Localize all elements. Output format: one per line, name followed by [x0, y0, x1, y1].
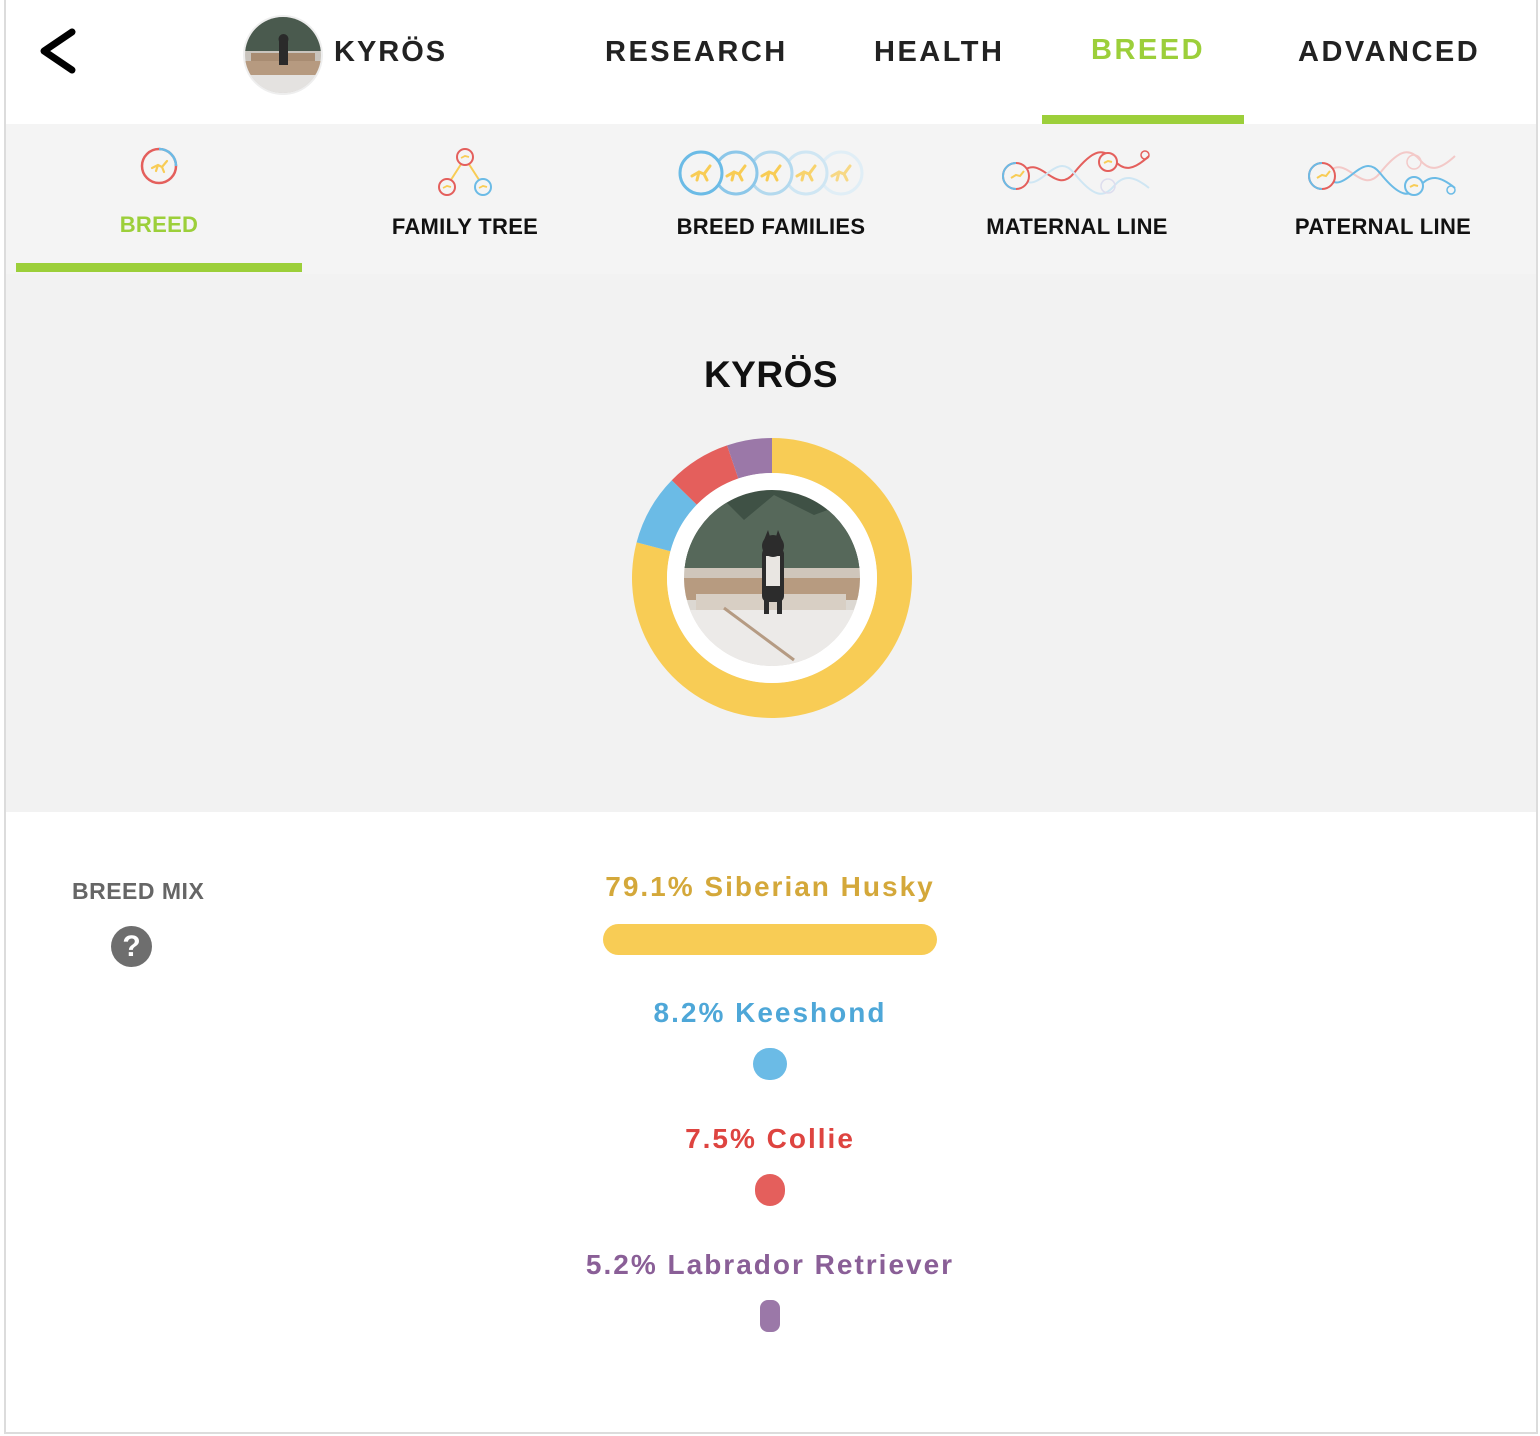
- tab-advanced[interactable]: ADVANCED: [1298, 36, 1481, 68]
- subtab-breed-families[interactable]: BREED FAMILIES: [628, 124, 914, 274]
- paternal-line-icon: [1308, 151, 1456, 196]
- sub-nav: BREED FAMILY TREE BREED: [6, 124, 1536, 274]
- breed-label-collie: 7.5% Collie: [685, 1123, 855, 1154]
- back-arrow-icon[interactable]: [36, 26, 80, 76]
- breed-bar-labrador: [760, 1300, 780, 1332]
- breed-bar-husky: [603, 924, 937, 955]
- donut-slice-labrador: [727, 438, 772, 479]
- subtab-label: BREED FAMILIES: [676, 214, 866, 239]
- breed-label-labrador: 5.2% Labrador Retriever: [585, 1249, 955, 1280]
- donut-slice-collie: [671, 445, 739, 505]
- breed-mix-label: BREED MIX: [72, 878, 205, 904]
- subtab-family-tree[interactable]: FAMILY TREE: [322, 124, 608, 274]
- subtab-breed[interactable]: BREED: [16, 124, 302, 274]
- subtab-label: FAMILY TREE: [391, 214, 539, 239]
- chart-title: KYRÖS: [703, 354, 839, 395]
- active-subtab-indicator: [16, 263, 302, 272]
- breed-icon: [140, 147, 178, 185]
- breed-bar-keeshond: [753, 1048, 787, 1080]
- tab-research[interactable]: RESEARCH: [605, 36, 788, 68]
- dog-name[interactable]: KYRÖS: [334, 36, 448, 68]
- tab-health[interactable]: HEALTH: [874, 36, 1005, 68]
- active-tab-indicator: [1042, 115, 1244, 124]
- subtab-label: MATERNAL LINE: [986, 214, 1168, 239]
- subtab-label: PATERNAL LINE: [1294, 214, 1472, 239]
- subtab-label: BREED: [119, 212, 199, 237]
- family-tree-icon: [438, 148, 492, 196]
- page-frame: [4, 0, 1538, 1434]
- tab-breed[interactable]: BREED: [1091, 34, 1206, 66]
- breed-families-icon: [678, 150, 864, 196]
- breed-chart-panel: KYRÖS: [6, 274, 1536, 812]
- subtab-maternal-line[interactable]: MATERNAL LINE: [934, 124, 1220, 274]
- donut-slice-keeshond: [636, 480, 697, 552]
- maternal-line-icon: [1002, 150, 1150, 195]
- dog-avatar[interactable]: [245, 17, 321, 93]
- breed-bar-collie: [755, 1174, 785, 1206]
- subtab-paternal-line[interactable]: PATERNAL LINE: [1240, 124, 1526, 274]
- breed-label-keeshond: 8.2% Keeshond: [653, 997, 887, 1028]
- breed-label-husky: 79.1% Siberian Husky: [605, 871, 935, 902]
- help-icon[interactable]: ?: [111, 926, 152, 967]
- dog-photo: [684, 490, 860, 666]
